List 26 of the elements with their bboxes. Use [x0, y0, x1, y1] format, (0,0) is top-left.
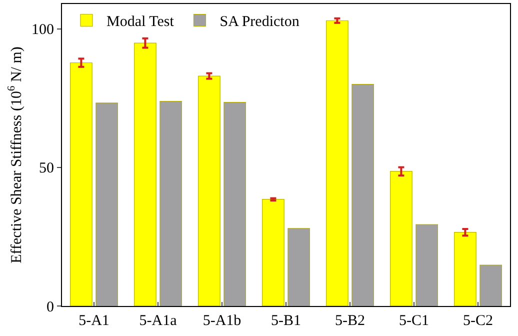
- y-tick-label: 0: [46, 299, 54, 316]
- bar: [326, 20, 348, 306]
- y-tick-label: 100: [32, 22, 54, 38]
- bar: [262, 199, 284, 306]
- bar: [160, 100, 182, 306]
- bar: [352, 84, 374, 306]
- bar: [134, 42, 156, 306]
- bar: [224, 102, 246, 306]
- bar: [96, 102, 118, 306]
- legend-label: SA Predicton: [220, 14, 300, 30]
- x-tick-label: 5-A1b: [202, 313, 242, 329]
- bar: [288, 228, 310, 306]
- bar: [416, 224, 438, 306]
- x-tick-label: 5-A1: [78, 313, 110, 329]
- x-tick-label: 5-A1a: [139, 313, 178, 329]
- y-tick-label: 50: [39, 160, 54, 177]
- bar: [70, 62, 92, 306]
- bar: [454, 232, 476, 306]
- bar: [480, 264, 502, 306]
- bar: [198, 76, 220, 306]
- x-tick-label: 5-C2: [463, 313, 493, 329]
- legend-label: Modal Test: [106, 14, 175, 30]
- x-tick-label: 5-B2: [335, 313, 365, 329]
- bar: [390, 171, 412, 306]
- x-tick-label: 5-C1: [399, 313, 429, 329]
- x-tick-label: 5-B1: [271, 313, 301, 329]
